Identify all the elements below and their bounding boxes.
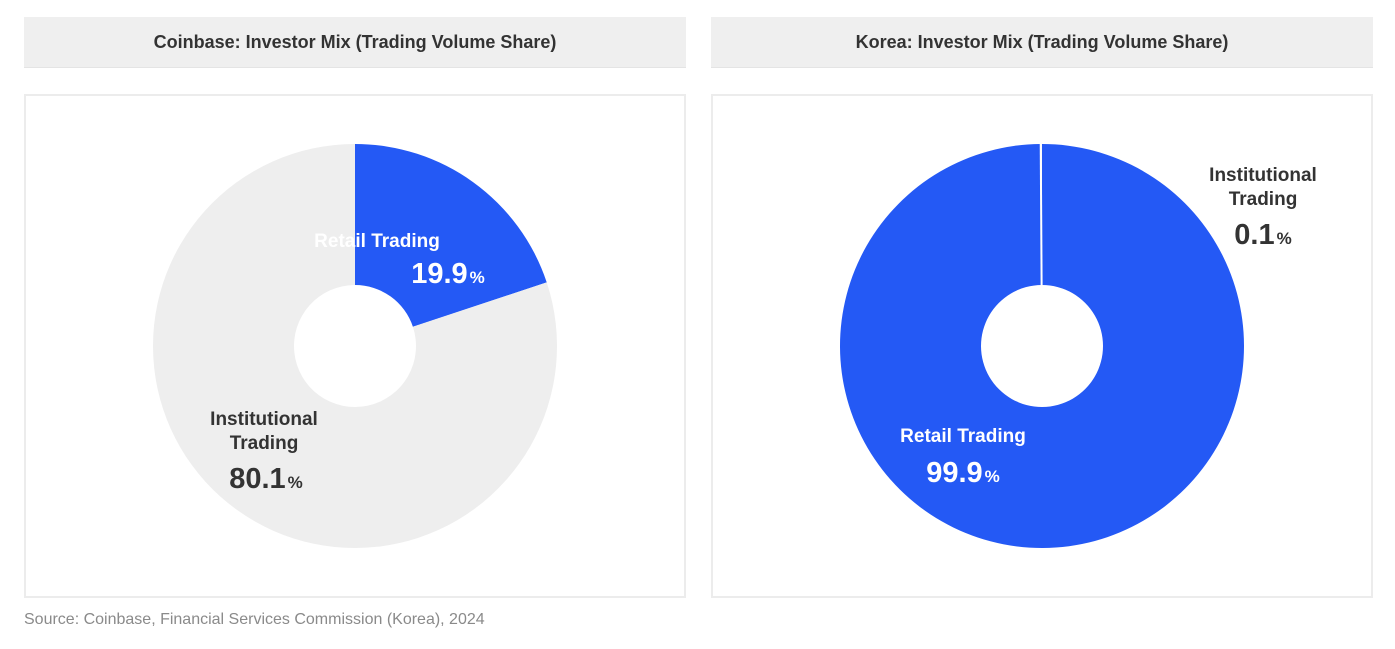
slice-institutional-trading bbox=[153, 144, 557, 548]
slice-value-label: 99.9% bbox=[926, 457, 1000, 489]
slice-value-label: 19.9% bbox=[411, 258, 485, 290]
slice-label-name: Institutional bbox=[1209, 165, 1317, 186]
slice-value-label: 80.1% bbox=[229, 463, 303, 495]
coinbase-donut-chart: Retail Trading 19.9 % Institutional Trading 8… bbox=[153, 144, 557, 548]
coinbase-chart-title: Coinbase: Investor Mix (Trading Volume S… bbox=[24, 17, 686, 68]
korea-chart-container: Retail Trading 99.9% Institutional Trading 0… bbox=[711, 94, 1373, 598]
slice-retail-trading bbox=[355, 144, 547, 327]
slice-label-name: Trading bbox=[230, 433, 299, 454]
coinbase-chart-container: Retail Trading 19.9% Institutional Trading 8… bbox=[24, 94, 686, 598]
slice-label-name: Retail Trading bbox=[314, 231, 440, 252]
korea-chart-title: Korea: Investor Mix (Trading Volume Shar… bbox=[711, 17, 1373, 68]
slice-label-name: Trading bbox=[1229, 189, 1298, 210]
source-note: Source: Coinbase, Financial Services Com… bbox=[24, 611, 485, 628]
slice-label-name: Institutional bbox=[210, 409, 318, 430]
slice-separator bbox=[1039, 143, 1043, 286]
slice-retail-trading bbox=[840, 144, 1245, 548]
korea-donut-chart: Retail Trading 99.9 % Institutional Trading 0… bbox=[840, 143, 1317, 548]
slice-label-name: Retail Trading bbox=[900, 426, 1026, 447]
slice-value-label: 0.1% bbox=[1234, 219, 1291, 251]
